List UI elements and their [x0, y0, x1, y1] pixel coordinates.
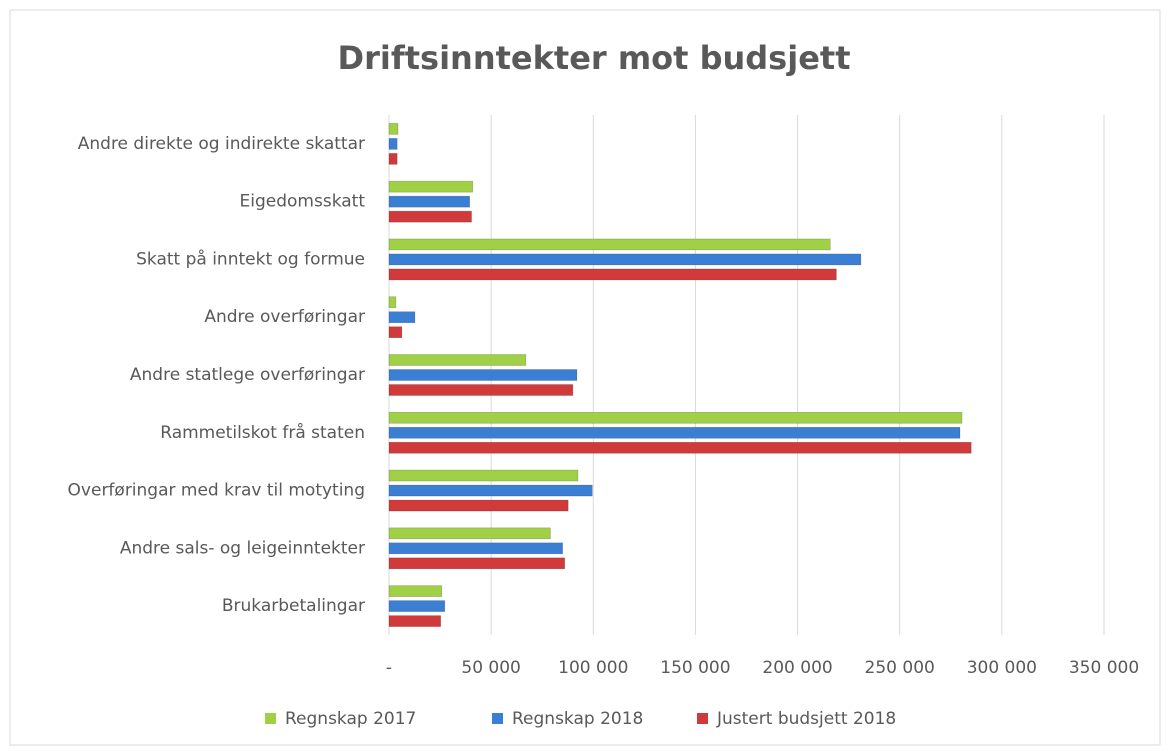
- bar: [388, 484, 593, 497]
- legend-swatch: [492, 713, 503, 724]
- bar: [388, 296, 397, 309]
- x-tick-label: 150 000: [660, 658, 730, 678]
- bar: [388, 195, 470, 208]
- bar: [388, 411, 963, 424]
- legend-swatch: [265, 713, 276, 724]
- legend-swatch: [697, 713, 708, 724]
- legend-label: Justert budsjett 2018: [716, 709, 896, 729]
- x-tick-label: 50 000: [461, 658, 520, 678]
- bar: [388, 238, 831, 251]
- x-tick-label: 200 000: [762, 658, 832, 678]
- y-tick-label: Overføringar med krav til motyting: [68, 481, 365, 501]
- y-tick-label: Andre sals- og leigeinntekter: [120, 538, 365, 558]
- y-tick-label: Andre direkte og indirekte skattar: [78, 134, 365, 154]
- bar: [388, 138, 398, 150]
- y-tick-label: Rammetilskot frå staten: [160, 422, 365, 443]
- chart-title: Driftsinntekter mot budsjett: [338, 39, 851, 77]
- y-tick-label: Skatt på inntekt og formue: [136, 248, 365, 269]
- bar: [388, 123, 399, 135]
- x-tick-label: 350 000: [1069, 658, 1139, 678]
- bar: [388, 384, 574, 396]
- bar: [388, 615, 441, 627]
- bar: [388, 600, 446, 612]
- legend-label: Regnskap 2017: [285, 709, 416, 729]
- bar: [388, 180, 474, 193]
- x-tick-label: -: [386, 658, 392, 678]
- y-tick-label: Andre overføringar: [204, 307, 365, 327]
- bar: [388, 441, 972, 454]
- bar: [388, 210, 472, 223]
- x-tick-label: 100 000: [558, 658, 628, 678]
- y-tick-label: Andre statlege overføringar: [130, 365, 365, 385]
- bar: [388, 326, 403, 339]
- bar: [388, 268, 837, 281]
- bar: [388, 557, 565, 570]
- chart-border: [9, 9, 1161, 746]
- y-tick-label: Eigedomsskatt: [240, 192, 366, 212]
- x-tick-label: 250 000: [865, 658, 935, 678]
- bar: [388, 499, 569, 512]
- bar: [388, 426, 961, 439]
- bar: [388, 527, 551, 540]
- bar: [388, 311, 416, 324]
- bar: [388, 354, 527, 366]
- bar: [388, 542, 563, 555]
- y-tick-label: Brukarbetalingar: [222, 596, 365, 616]
- bar: [388, 153, 398, 165]
- bar: [388, 253, 862, 266]
- bar: [388, 469, 579, 482]
- bar: [388, 369, 578, 381]
- legend-label: Regnskap 2018: [512, 709, 643, 729]
- x-tick-label: 300 000: [967, 658, 1037, 678]
- bar: [388, 585, 443, 597]
